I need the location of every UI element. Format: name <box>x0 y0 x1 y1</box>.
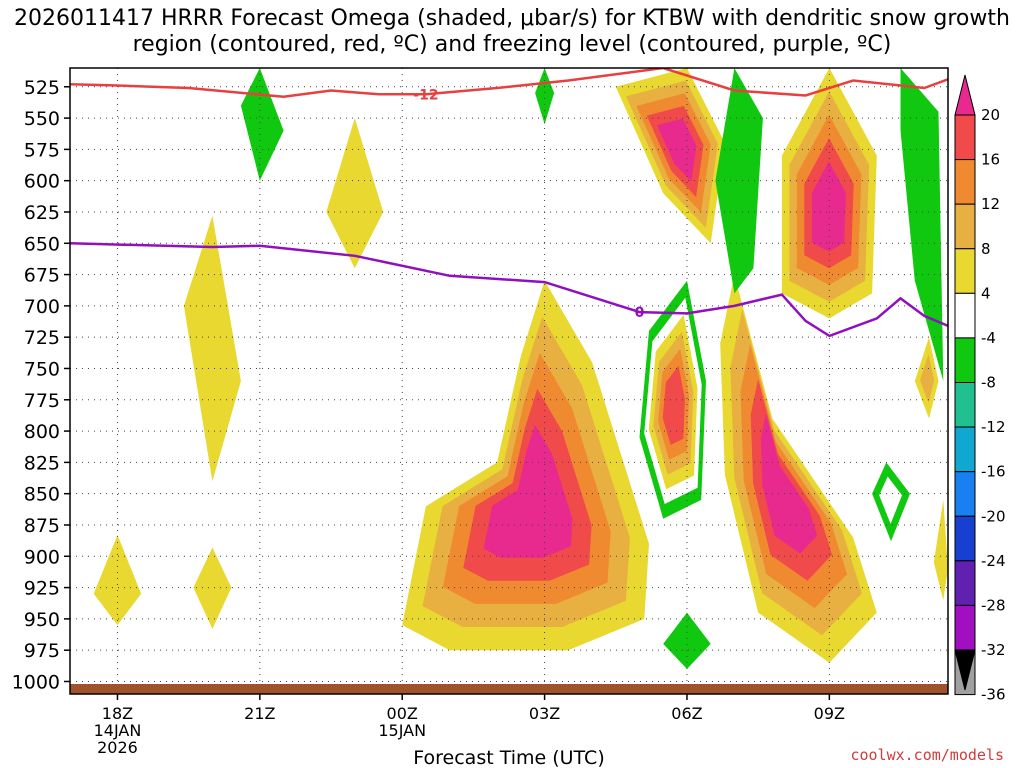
omega-region-1-level-0 <box>183 215 241 482</box>
x-tick-label-12-0: 06Z <box>671 704 702 723</box>
y-tick-label-600: 600 <box>24 171 60 193</box>
colorbar-bin-1 <box>954 114 976 161</box>
y-tick-label-700: 700 <box>24 296 60 318</box>
y-tick-label-650: 650 <box>24 233 60 255</box>
colorbar-bin-5 <box>954 292 976 339</box>
x-axis-label: Forecast Time (UTC) <box>413 747 604 768</box>
colorbar-label-6: -8 <box>981 374 996 392</box>
x-tick-label-6-0: 00Z <box>387 704 418 723</box>
x-tick-label-0-2: 2026 <box>97 738 138 757</box>
x-tick-label-9-0: 03Z <box>529 704 560 723</box>
y-tick-label-850: 850 <box>24 484 60 506</box>
omega-region-4-level-4 <box>483 424 573 558</box>
colorbar-label-7: -12 <box>981 418 1006 436</box>
y-tick-label-550: 550 <box>24 108 60 130</box>
contour-label-0: -12 <box>413 87 438 103</box>
omega-region-11-level-0 <box>535 68 555 125</box>
colorbar-bin-0 <box>954 74 976 116</box>
omega-region-12-level-5 <box>662 365 685 445</box>
y-tick-label-675: 675 <box>24 265 60 287</box>
ground-surface <box>70 684 948 694</box>
colorbar-label-10: -24 <box>981 552 1006 570</box>
colorbar-label-0: 20 <box>981 106 1000 124</box>
contour-line-1 <box>70 242 948 338</box>
omega-region-2-level-0 <box>193 547 232 629</box>
colorbar-label-13: -36 <box>981 686 1006 704</box>
omega-region-9-level-0 <box>933 499 948 601</box>
y-tick-label-725: 725 <box>24 327 60 349</box>
colorbar-label-3: 8 <box>981 240 991 258</box>
colorbar-bin-10 <box>954 515 976 562</box>
colorbar-label-4: 4 <box>981 284 991 302</box>
y-tick-label-775: 775 <box>24 390 60 412</box>
site-credit: coolwx.com/models <box>850 746 1004 764</box>
omega-region-13-level-0 <box>715 68 763 294</box>
colorbar-label-11: -28 <box>981 596 1006 614</box>
omega-region-14-level-0 <box>663 612 711 669</box>
colorbar-bin-11 <box>954 560 976 606</box>
y-tick-label-525: 525 <box>24 77 60 99</box>
y-tick-label-750: 750 <box>24 358 60 380</box>
y-tick-label-1000: 1000 <box>12 671 60 693</box>
colorbar-bin-12 <box>954 604 976 651</box>
colorbar-bin-2 <box>954 159 976 205</box>
y-tick-label-575: 575 <box>24 139 60 161</box>
colorbar-bin-6 <box>954 337 976 383</box>
omega-region-3-level-0 <box>326 118 384 269</box>
colorbar-label-2: 12 <box>981 195 1000 213</box>
y-tick-label-800: 800 <box>24 421 60 443</box>
y-tick-label-975: 975 <box>24 640 60 662</box>
colorbar-label-1: 16 <box>981 151 1000 169</box>
colorbar-bin-7 <box>954 382 976 428</box>
temperature-contours: -12 0 <box>70 68 948 338</box>
colorbar-bin-8 <box>954 426 976 473</box>
colorbar-bin-below <box>954 649 976 691</box>
colorbar-label-12: -32 <box>981 641 1006 659</box>
y-tick-label-950: 950 <box>24 609 60 631</box>
plot-frame <box>69 67 949 695</box>
colorbar-bin-9 <box>954 471 976 517</box>
omega-region-0-level-0 <box>93 535 142 626</box>
x-tick-label-3-0: 21Z <box>244 704 275 723</box>
colorbar-bin-3 <box>954 203 976 250</box>
y-tick-label-625: 625 <box>24 202 60 224</box>
chart-title: 2026011417 HRRR Forecast Omega (shaded, … <box>14 6 1010 57</box>
y-tick-label-875: 875 <box>24 515 60 537</box>
omega-region-10-level-0 <box>240 68 284 181</box>
x-tick-label-0-0: 18Z <box>102 704 133 723</box>
omega-region-15-level-1 <box>879 476 902 524</box>
y-axis: 525 550 575 600 625 650 675 700 725 750 775 800 825 8… <box>12 77 70 693</box>
omega-region-16-level-0 <box>900 68 944 381</box>
x-tick-label-0-1: 14JAN <box>94 721 142 740</box>
colorbar-label-5: -4 <box>981 329 996 347</box>
y-tick-label-825: 825 <box>24 452 60 474</box>
colorbar: 20 16 12 8 4 -4 -8 -12 -16 -20 -24 -28 -32 -36 <box>954 74 1006 704</box>
contour-label-1: 0 <box>635 305 645 321</box>
colorbar-bin-4 <box>954 248 976 294</box>
colorbar-label-8: -16 <box>981 463 1006 481</box>
y-tick-label-925: 925 <box>24 578 60 600</box>
omega-region-7-level-4 <box>811 161 846 252</box>
contour-line-0 <box>70 68 948 99</box>
y-tick-label-900: 900 <box>24 546 60 568</box>
colorbar-label-9: -20 <box>981 507 1006 525</box>
omega-region-6-level-4 <box>760 413 818 554</box>
omega-shading <box>93 68 948 669</box>
omega-region-8-level-1 <box>920 354 935 403</box>
x-tick-label-6-1: 15JAN <box>378 721 426 740</box>
x-tick-label-15-0: 09Z <box>814 704 845 723</box>
